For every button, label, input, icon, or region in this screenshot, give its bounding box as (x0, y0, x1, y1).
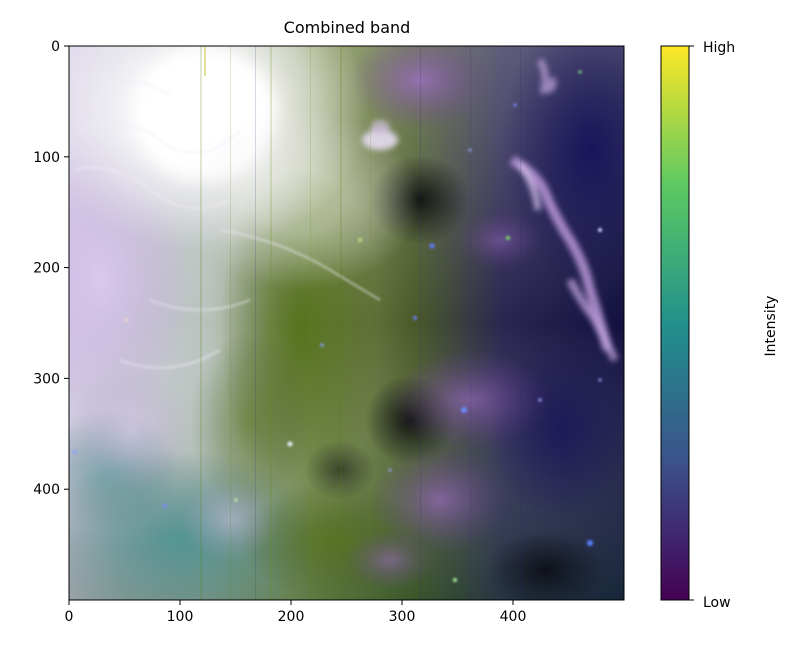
x-axis: 0 100 200 300 400 (65, 600, 527, 625)
y-tick-label: 100 (33, 150, 60, 166)
plot-frame (68, 45, 625, 601)
y-tick-label: 0 (51, 39, 60, 55)
y-tick-label: 200 (33, 261, 60, 277)
x-tick-label: 400 (500, 609, 527, 625)
colorbar-title: Intensity (763, 296, 779, 357)
colorbar-gradient (660, 45, 690, 601)
x-tick-label: 200 (278, 609, 305, 625)
figure-title: Combined band (284, 18, 411, 37)
x-tick-label: 300 (389, 609, 416, 625)
colorbar: High Low Intensity (660, 40, 779, 611)
colorbar-label-low: Low (703, 595, 731, 611)
x-tick-label: 100 (167, 609, 194, 625)
x-tick-label: 0 (65, 609, 74, 625)
y-tick-label: 300 (33, 371, 60, 387)
y-tick-label: 400 (33, 482, 60, 498)
y-axis: 0 100 200 300 400 (33, 39, 69, 498)
nebula-image (69, 46, 624, 600)
colorbar-label-high: High (703, 40, 735, 56)
